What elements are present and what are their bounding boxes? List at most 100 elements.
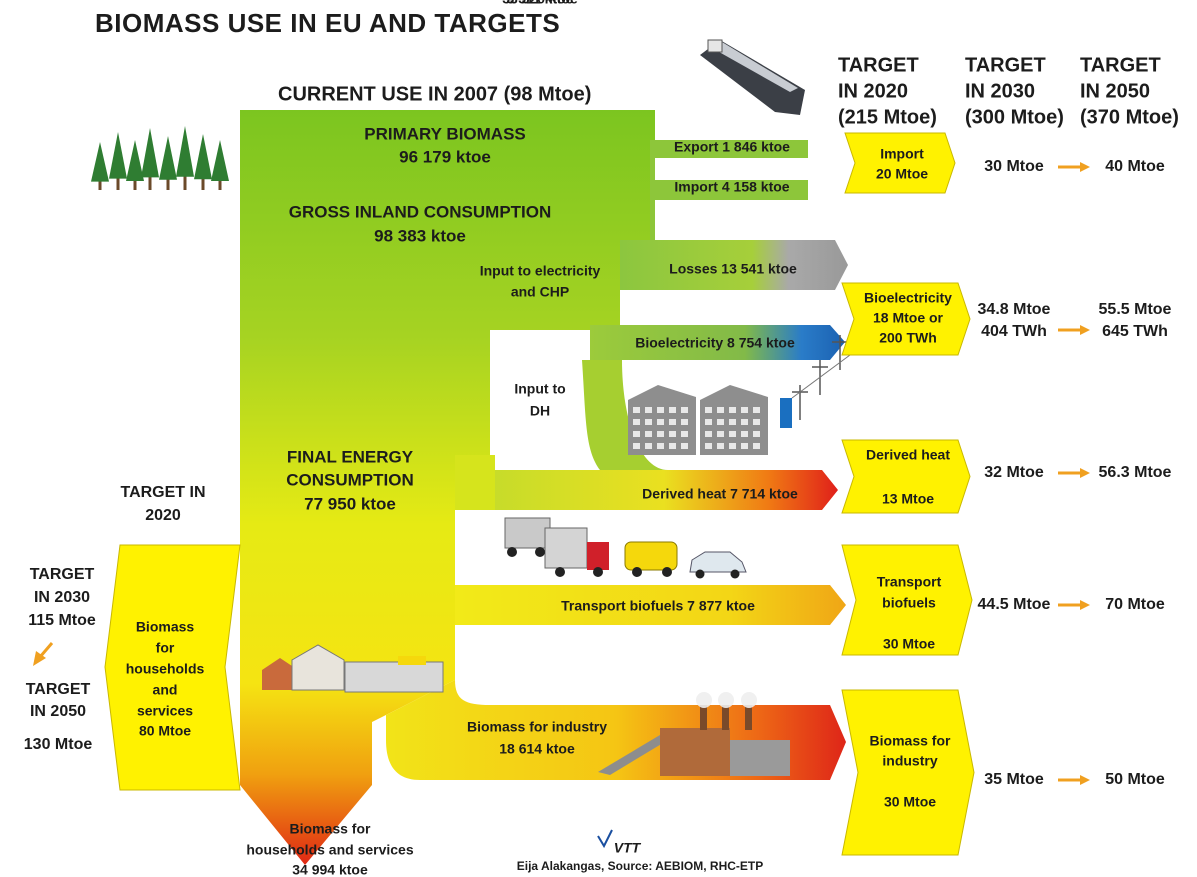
building-window — [705, 407, 712, 413]
stage-label: Input to — [514, 381, 565, 397]
derived-heat-band — [490, 470, 838, 510]
target-2050: 55.5 Mtoe — [1099, 301, 1172, 318]
target-2030: 44.5 Mtoe — [978, 596, 1051, 613]
target-header: (300 Mtoe) — [965, 106, 1064, 128]
left-target: IN 2030 — [34, 589, 90, 606]
growth-arrow-head — [1080, 325, 1090, 335]
target-header: IN 2020 — [838, 80, 908, 102]
truck-cab — [587, 542, 609, 570]
building-window — [633, 419, 640, 425]
target-box — [844, 132, 956, 194]
box-label: households — [126, 661, 205, 677]
target-2030: 30 Mtoe — [984, 158, 1044, 175]
box-label: services — [137, 703, 193, 719]
dh-stream — [582, 360, 668, 470]
stage-label: 98 383 ktoe — [374, 226, 466, 245]
building-window — [729, 443, 736, 449]
wheel — [555, 567, 565, 577]
house — [262, 658, 298, 690]
tree-trunk — [98, 180, 102, 190]
target-box — [841, 282, 971, 356]
down-arrow-shaft — [38, 642, 54, 658]
factory-hall — [730, 740, 790, 776]
flow-label: Biomass for — [290, 821, 371, 837]
stage-label: 96 179 ktoe — [399, 147, 491, 166]
box-label: 30 Mtoe — [884, 794, 936, 810]
box-label: 30 Mtoe — [883, 636, 935, 652]
target-2030: 404 TWh — [981, 323, 1047, 340]
flow-label: households and services — [246, 842, 413, 858]
house — [291, 644, 345, 691]
target-2050: 70 Mtoe — [1105, 596, 1165, 613]
box-label: industry — [882, 753, 937, 769]
stage-label: GROSS INLAND CONSUMPTION — [289, 202, 552, 221]
building-window — [717, 419, 724, 425]
target-header: TARGET — [838, 54, 919, 76]
tree — [109, 132, 127, 179]
building-window — [645, 443, 652, 449]
chimney — [745, 705, 752, 730]
box-label: Transport — [877, 574, 942, 590]
car — [689, 551, 747, 573]
ship-hull — [700, 40, 805, 115]
building-window — [741, 419, 748, 425]
building-window — [681, 407, 688, 413]
target-2050: 50 Mtoe — [1105, 771, 1165, 788]
van — [624, 541, 678, 571]
building-window — [729, 407, 736, 413]
target-header: IN 2030 — [965, 80, 1035, 102]
box-label: for — [156, 640, 175, 656]
building-window — [753, 431, 760, 437]
left-target: IN 2050 — [30, 703, 86, 720]
building-window — [741, 443, 748, 449]
box-label: biofuels — [882, 595, 936, 611]
logo-mark — [597, 829, 613, 849]
smoke — [696, 692, 712, 708]
building-window — [633, 443, 640, 449]
ship-bridge — [707, 39, 723, 53]
factory — [660, 728, 730, 776]
building-window — [657, 431, 664, 437]
wheel — [695, 569, 705, 579]
box-label: Derived heat — [866, 447, 950, 463]
building-window — [657, 419, 664, 425]
stage-label: 33 320 ktoe — [502, 0, 578, 7]
tree — [211, 140, 229, 181]
tree — [126, 140, 144, 181]
building-window — [717, 443, 724, 449]
flow-label: Export 1 846 ktoe — [674, 139, 790, 155]
stage-label: PRIMARY BIOMASS — [364, 124, 526, 143]
building-window — [657, 443, 664, 449]
flow-label: Import 4 158 ktoe — [674, 179, 789, 195]
target-header: (215 Mtoe) — [838, 106, 937, 128]
building-window — [705, 443, 712, 449]
target-2050: 56.3 Mtoe — [1099, 464, 1172, 481]
conveyor — [598, 735, 668, 775]
trunk-top-right — [650, 158, 655, 240]
chimney — [700, 705, 707, 730]
smoke — [718, 692, 734, 708]
power-line — [791, 354, 851, 399]
target-2030: 35 Mtoe — [984, 771, 1044, 788]
target-header: IN 2050 — [1080, 80, 1150, 102]
stage-label: Input to electricity — [480, 263, 601, 279]
tree — [176, 126, 194, 177]
building-window — [669, 419, 676, 425]
building-window — [729, 419, 736, 425]
wheel — [593, 567, 603, 577]
box-label: 20 Mtoe — [876, 166, 928, 182]
growth-arrow-head — [1080, 775, 1090, 785]
tree-trunk — [183, 174, 187, 190]
building-window — [645, 407, 652, 413]
box-label: and — [153, 682, 178, 698]
target-2030: 32 Mtoe — [984, 464, 1044, 481]
wheel — [507, 547, 517, 557]
flow-label: Transport biofuels 7 877 ktoe — [561, 598, 755, 614]
down-arrow-head — [33, 651, 46, 666]
logo: VTT — [614, 840, 642, 856]
box-label: 200 TWh — [879, 330, 937, 346]
building-window — [669, 443, 676, 449]
losses-band — [620, 240, 848, 290]
stage-label: 77 950 ktoe — [304, 494, 396, 513]
